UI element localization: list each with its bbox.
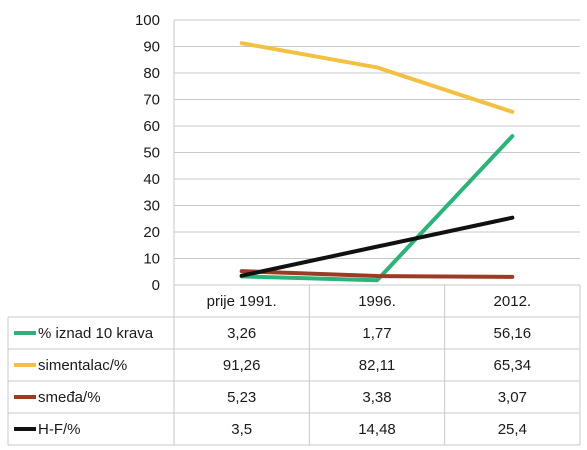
y-tick-label: 10 (143, 251, 160, 268)
legend-label: simentalac/% (38, 357, 127, 374)
data-label: 25,4 (498, 421, 527, 438)
data-label: 3,26 (227, 325, 256, 342)
category-label: 2012. (494, 293, 532, 310)
legend-label: H-F/% (38, 421, 81, 438)
y-tick-label: 30 (143, 198, 160, 215)
series-line-1 (239, 41, 515, 114)
data-label: 3,5 (231, 421, 252, 438)
series-lines (239, 41, 515, 283)
y-tick-label: 70 (143, 92, 160, 109)
y-tick-label: 20 (143, 224, 160, 241)
y-tick-label: 100 (135, 12, 160, 29)
y-tick-label: 80 (143, 65, 160, 82)
y-tick-label: 40 (143, 171, 160, 188)
y-axis-ticks: 0 10 20 30 40 50 60 70 80 90 100 (135, 12, 160, 294)
legend-label: smeđa/% (38, 389, 101, 406)
data-table: prije 1991. 1996. 2012. % iznad 10 krava 3,2… (7, 20, 581, 446)
data-label: 5,23 (227, 389, 256, 406)
category-label: prije 1991. (207, 293, 277, 310)
y-tick-label: 0 (152, 277, 160, 294)
category-label: 1996. (358, 293, 396, 310)
data-label: 56,16 (494, 325, 532, 342)
series-line-2 (239, 269, 515, 279)
y-tick-label: 90 (143, 39, 160, 56)
y-tick-label: 50 (143, 145, 160, 162)
series-line-0 (239, 134, 515, 283)
data-label: 3,38 (362, 389, 391, 406)
data-label: 91,26 (223, 357, 261, 374)
legend-label: % iznad 10 krava (38, 325, 154, 342)
data-label: 1,77 (362, 325, 391, 342)
data-label: 82,11 (359, 357, 395, 374)
data-label: 65,34 (494, 357, 532, 374)
y-tick-label: 60 (143, 118, 160, 135)
series-line-3 (239, 215, 515, 278)
data-label: 3,07 (498, 389, 527, 406)
data-label: 14,48 (358, 421, 396, 438)
